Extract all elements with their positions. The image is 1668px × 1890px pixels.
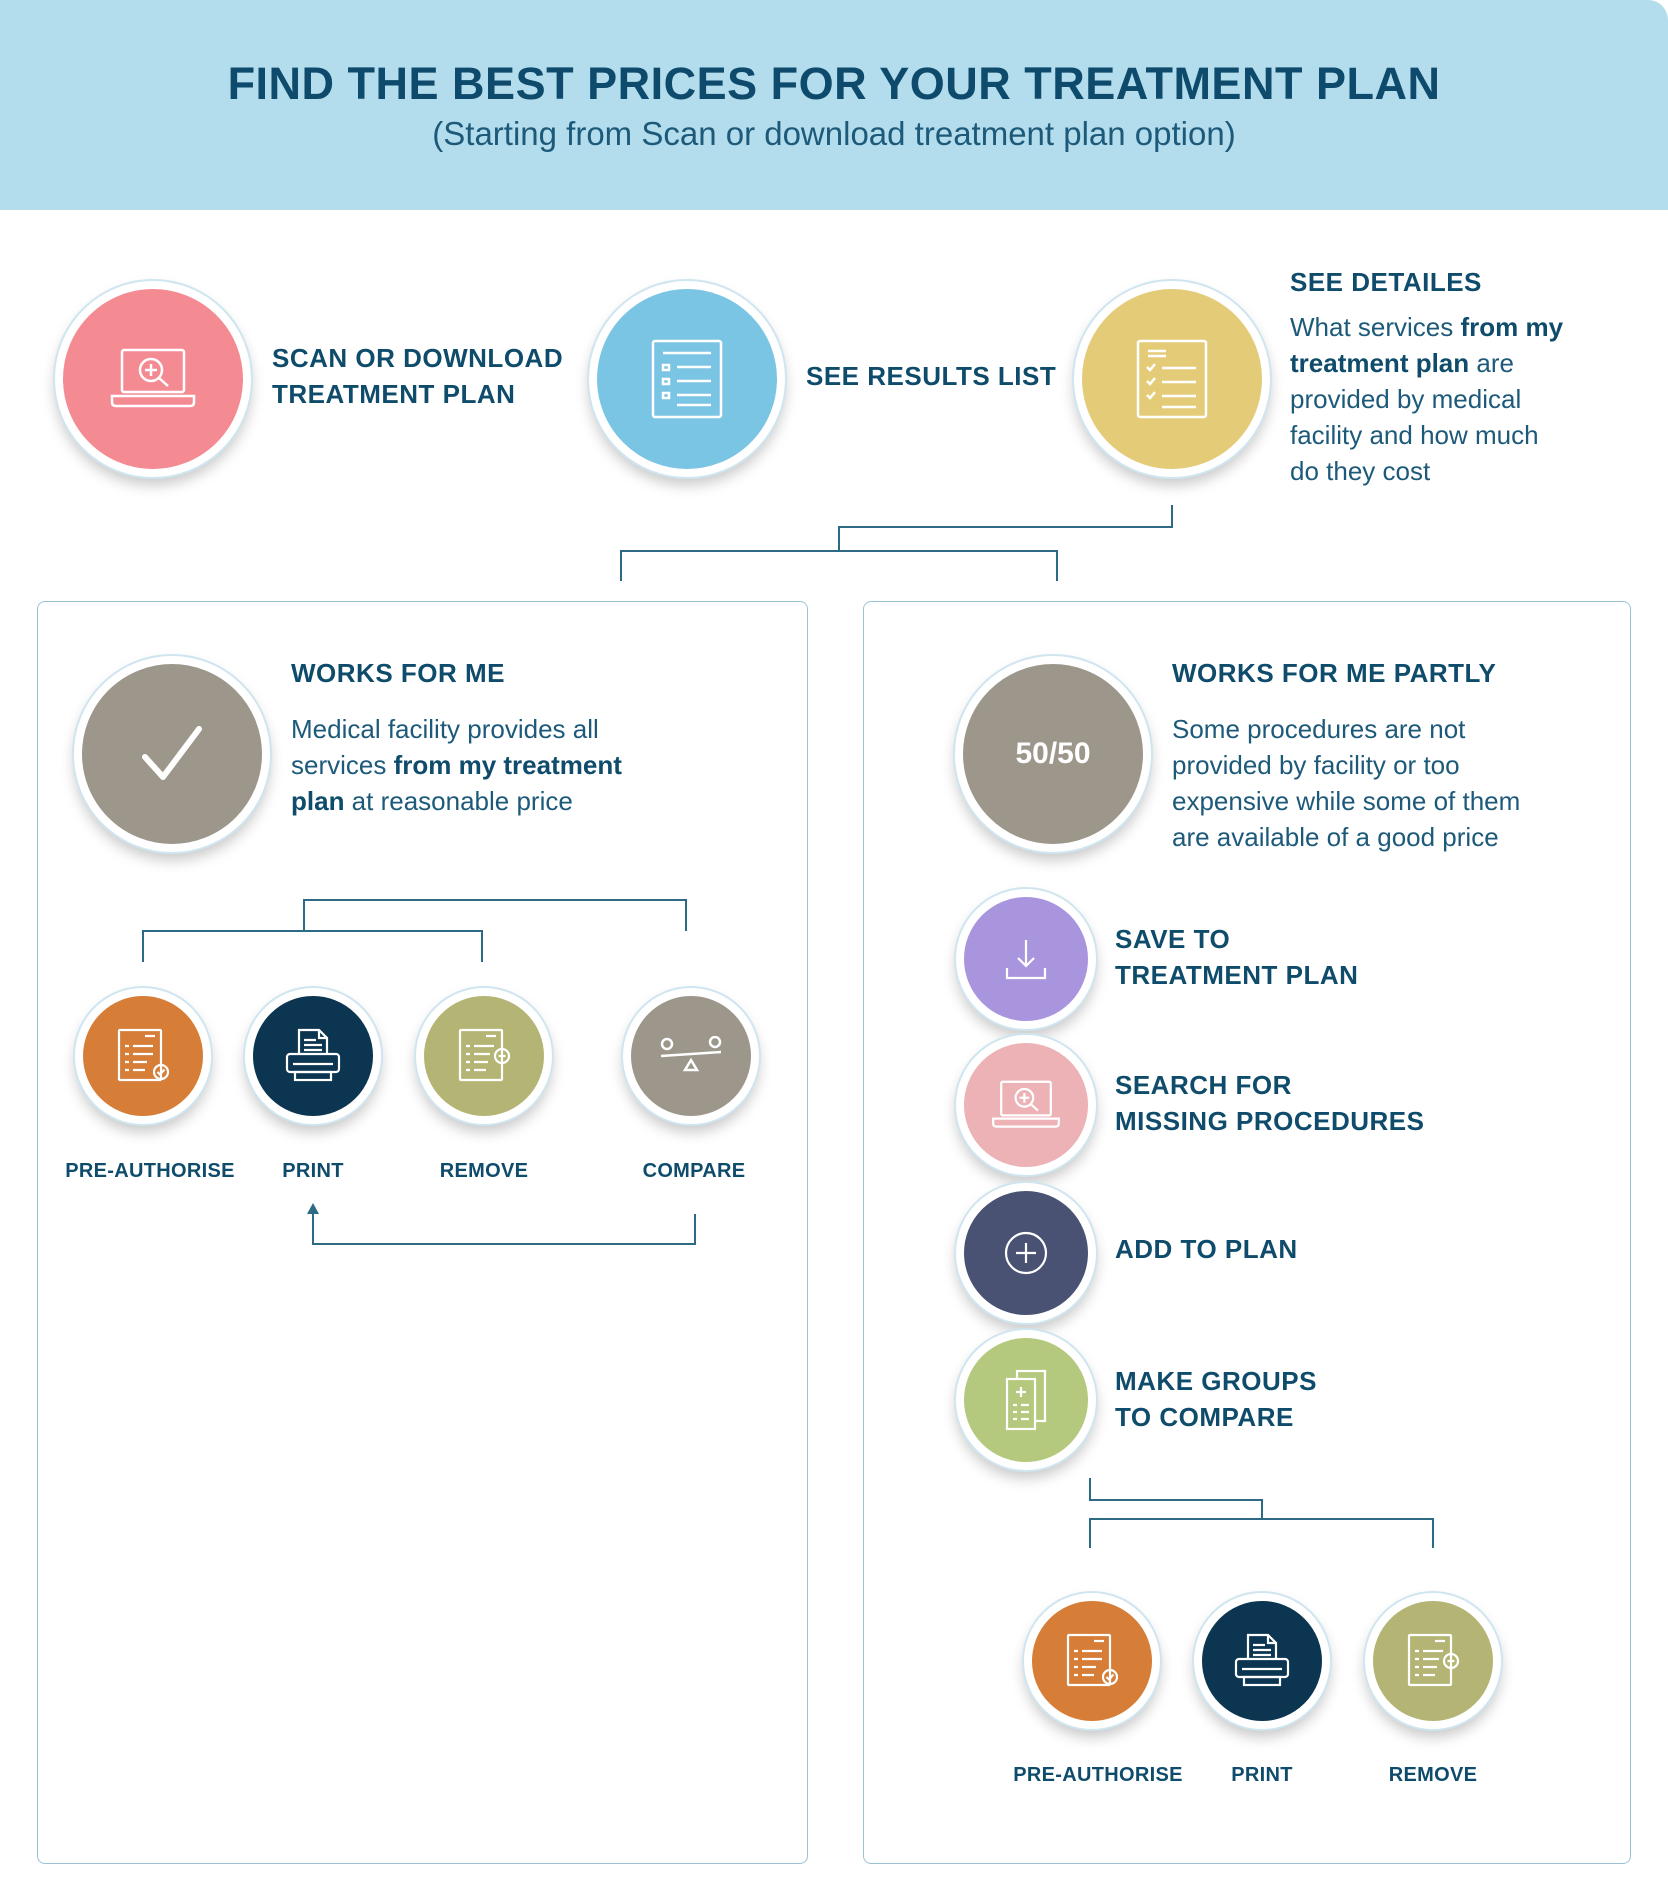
results-step-label: SEE RESULTS LIST xyxy=(806,361,1057,391)
checklist-document-icon xyxy=(1136,339,1208,419)
document-minus-icon xyxy=(458,1028,511,1082)
pre-authorise-label: PRE-AUTHORISE xyxy=(1013,1764,1183,1786)
laptop-search-icon xyxy=(110,348,196,408)
printer-icon xyxy=(1234,1633,1290,1687)
results-step-circle[interactable] xyxy=(589,281,785,477)
connector-line xyxy=(312,1243,696,1245)
connector-line xyxy=(1089,1499,1263,1501)
print-label: PRINT xyxy=(1231,1764,1293,1786)
compare-button[interactable] xyxy=(623,988,759,1124)
works-partly-title: WORKS FOR ME PARTLY xyxy=(1172,658,1497,688)
pre-authorise-button[interactable] xyxy=(1024,1593,1160,1729)
connector-line xyxy=(620,550,1058,552)
scale-icon xyxy=(660,1036,722,1072)
page-subtitle: (Starting from Scan or download treatmen… xyxy=(432,115,1236,152)
remove-label: REMOVE xyxy=(1388,1764,1478,1786)
pre-authorise-button[interactable] xyxy=(75,988,211,1124)
scan-step-circle[interactable] xyxy=(55,281,251,477)
print-button[interactable] xyxy=(1194,1593,1330,1729)
works-for-me-partly-panel xyxy=(863,601,1631,1864)
connector-line xyxy=(1056,550,1058,581)
works-for-me-circle xyxy=(74,656,270,852)
connector-line xyxy=(1432,1518,1434,1548)
connector-line xyxy=(838,526,1173,528)
fifty-fifty-badge: 50/50 xyxy=(1015,737,1091,770)
add-to-plan-label: ADD TO PLAN xyxy=(1115,1234,1298,1264)
works-for-me-panel xyxy=(37,601,808,1864)
connector-line xyxy=(1089,1518,1091,1548)
details-step-description: What services from my treatment plan are… xyxy=(1290,312,1564,486)
header-banner: FIND THE BEST PRICES FOR YOUR TREATMENT … xyxy=(0,0,1668,210)
connector-line xyxy=(620,550,622,581)
document-minus-icon xyxy=(1407,1633,1460,1687)
search-missing-button[interactable] xyxy=(956,1035,1096,1175)
details-step-label: SEE DETAILES xyxy=(1290,267,1482,297)
print-button[interactable] xyxy=(245,988,381,1124)
add-to-plan-button[interactable] xyxy=(956,1183,1096,1323)
works-for-me-title: WORKS FOR ME xyxy=(291,658,505,688)
compare-label: COMPARE xyxy=(642,1160,746,1182)
search-missing-label: SEARCH FOR MISSING PROCEDURES xyxy=(1115,1070,1425,1137)
download-icon xyxy=(1005,940,1047,980)
document-check-icon xyxy=(117,1028,170,1082)
list-document-icon xyxy=(651,339,723,419)
connector-line xyxy=(1261,1499,1263,1520)
connector-line xyxy=(1089,1518,1434,1520)
connector-line xyxy=(303,899,687,901)
connector-line xyxy=(142,930,144,962)
remove-button[interactable] xyxy=(1365,1593,1501,1729)
print-label: PRINT xyxy=(282,1160,344,1182)
scan-step-label: SCAN OR DOWNLOAD TREATMENT PLAN xyxy=(272,343,564,410)
connector-line xyxy=(142,930,483,932)
document-check-icon xyxy=(1066,1633,1119,1687)
works-partly-description: Some procedures are not provided by faci… xyxy=(1172,714,1521,852)
works-partly-circle: 50/50 xyxy=(955,656,1151,852)
plus-circle-icon xyxy=(1004,1231,1048,1275)
pre-authorise-label: PRE-AUTHORISE xyxy=(65,1160,235,1182)
laptop-search-icon xyxy=(992,1080,1060,1128)
printer-icon xyxy=(285,1028,341,1082)
make-groups-button[interactable] xyxy=(956,1330,1096,1470)
make-groups-label: MAKE GROUPS TO COMPARE xyxy=(1115,1366,1317,1433)
connector-line xyxy=(481,930,483,962)
connector-line xyxy=(312,1210,314,1245)
connector-line xyxy=(694,1214,696,1245)
connector-line xyxy=(303,899,305,931)
connector-line xyxy=(1171,505,1173,527)
arrow-up-icon xyxy=(307,1203,319,1214)
page-title: FIND THE BEST PRICES FOR YOUR TREATMENT … xyxy=(227,58,1441,109)
save-to-plan-button[interactable] xyxy=(956,889,1096,1029)
connector-line xyxy=(838,526,840,551)
save-to-plan-label: SAVE TO TREATMENT PLAN xyxy=(1115,924,1359,991)
connector-line xyxy=(1089,1478,1091,1501)
works-for-me-description: Medical facility provides all services f… xyxy=(291,714,622,816)
checkmark-icon xyxy=(142,726,202,780)
details-step-circle[interactable] xyxy=(1074,281,1270,477)
document-group-icon xyxy=(1005,1369,1047,1431)
connector-line xyxy=(685,899,687,931)
remove-label: REMOVE xyxy=(439,1160,529,1182)
remove-button[interactable] xyxy=(416,988,552,1124)
